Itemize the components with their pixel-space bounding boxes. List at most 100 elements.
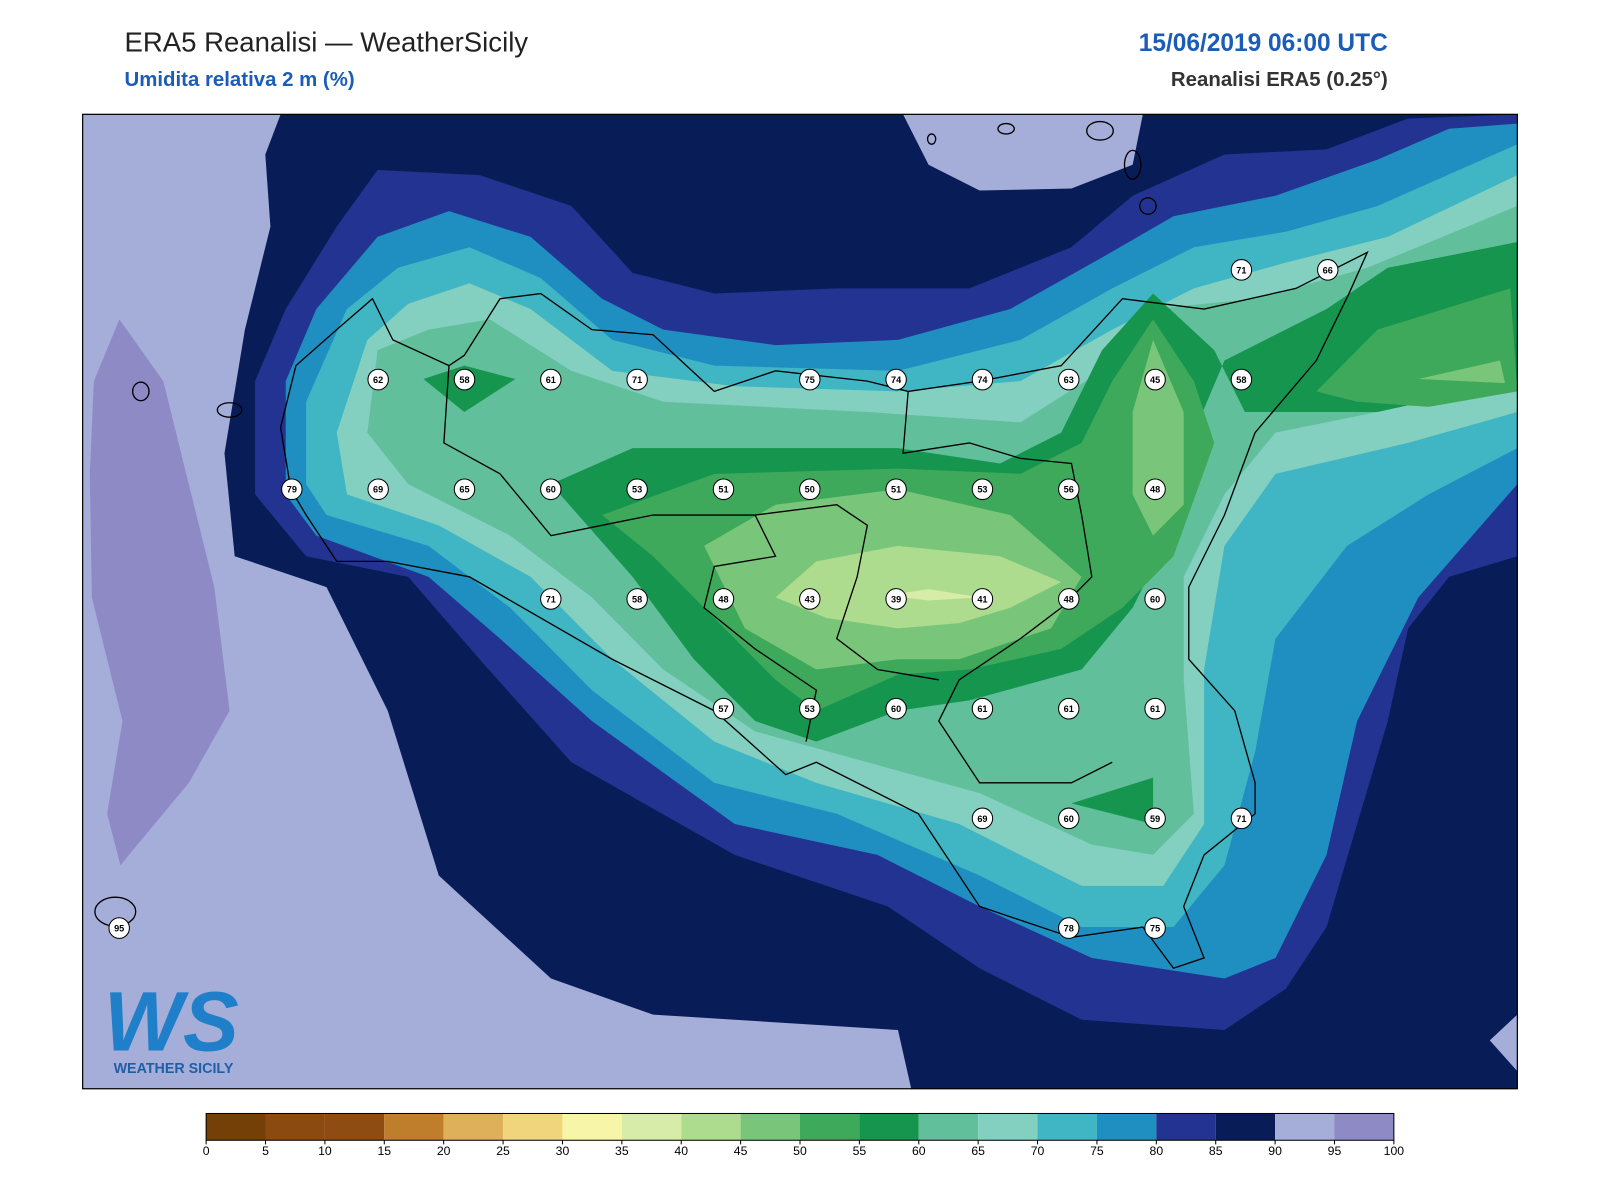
- station-marker: [1230, 368, 1253, 391]
- station-marker: [1230, 259, 1253, 281]
- station-marker: [1144, 697, 1166, 720]
- station-marker: [885, 368, 907, 391]
- station-marker: [885, 588, 907, 610]
- station-marker: [1144, 478, 1166, 501]
- island: [997, 122, 1015, 135]
- station-value: 71: [546, 594, 556, 604]
- humidity-band: [89, 319, 230, 866]
- station-value: 48: [1150, 485, 1160, 495]
- station-value: 61: [1064, 704, 1074, 714]
- station-value: 71: [1236, 265, 1246, 275]
- station-marker: [1058, 917, 1080, 939]
- colorbar-swatch: [859, 1113, 919, 1141]
- colorbar-tick-label: 50: [793, 1144, 807, 1158]
- station-marker: [1058, 478, 1080, 501]
- island: [1123, 149, 1142, 180]
- station-marker: [540, 588, 562, 610]
- station-marker: [971, 368, 994, 391]
- station-marker: [1144, 917, 1166, 939]
- colorbar-swatch: [265, 1113, 325, 1141]
- station-value: 60: [1064, 814, 1074, 824]
- station-marker: [367, 368, 389, 391]
- colorbar-tick-label: 0: [203, 1144, 210, 1158]
- station-marker: [971, 478, 994, 501]
- station-value: 95: [114, 924, 124, 934]
- title: ERA5 Reanalisi — WeatherSicily: [124, 27, 528, 58]
- station-marker: [799, 368, 821, 391]
- station-marker: [712, 588, 735, 610]
- station-value: 62: [373, 375, 383, 385]
- station-value: 53: [632, 485, 642, 495]
- colorbar-tick-label: 55: [853, 1144, 867, 1158]
- colorbar-tick-label: 100: [1384, 1144, 1405, 1158]
- island: [216, 402, 243, 418]
- colorbar-swatch: [740, 1113, 800, 1141]
- colorbar-swatch: [503, 1113, 563, 1141]
- station-value: 74: [891, 375, 902, 385]
- station-value: 60: [1150, 594, 1160, 604]
- station-marker: [1058, 807, 1080, 830]
- contour-layer: [82, 114, 1518, 1089]
- station-value: 41: [977, 594, 987, 604]
- station-value: 53: [977, 485, 987, 495]
- colorbar-tick-label: 25: [496, 1144, 510, 1158]
- station-marker: [1230, 807, 1253, 830]
- colorbar-swatch: [562, 1113, 622, 1141]
- colorbar-tick-label: 10: [318, 1144, 332, 1158]
- province-border: [443, 365, 818, 742]
- humidity-band: [1071, 777, 1154, 825]
- station-marker: [799, 478, 821, 501]
- station-value: 71: [1236, 814, 1246, 824]
- colorbar-tick-label: 45: [734, 1144, 748, 1158]
- colorbar: 0 5 10 15 20 25 30 35 40 45 50 55 60 65 70 75 80 85 90 95 10…: [203, 1112, 1405, 1158]
- station-marker: [712, 697, 735, 720]
- humidity-band: [1418, 360, 1506, 384]
- colorbar-tick-label: 30: [556, 1144, 570, 1158]
- colorbar-tick-label: 80: [1150, 1144, 1164, 1158]
- station-value: 48: [1064, 594, 1074, 604]
- station-value: 58: [1236, 375, 1246, 385]
- station-marker: [540, 368, 562, 391]
- colorbar-swatch: [1275, 1113, 1335, 1141]
- station-marker: [971, 807, 994, 830]
- station-value: 58: [459, 375, 469, 385]
- colorbar-swatch: [621, 1113, 682, 1141]
- station-value: 51: [718, 485, 728, 495]
- station-marker: [799, 697, 821, 720]
- station-marker: [971, 588, 994, 610]
- colorbar-swatch: [978, 1113, 1038, 1141]
- datetime: 15/06/2019 06:00 UTC: [1139, 30, 1388, 57]
- colorbar-swatch: [443, 1113, 504, 1141]
- colorbar-tick-label: 60: [912, 1144, 926, 1158]
- station-marker: [1144, 807, 1166, 830]
- station-value: 43: [805, 594, 815, 604]
- colorbar-swatch: [384, 1113, 444, 1141]
- station-marker: [626, 368, 648, 391]
- station-value: 75: [1150, 924, 1160, 934]
- island: [131, 381, 150, 402]
- logo-mark: WS: [104, 974, 239, 1068]
- colorbar-tick-label: 85: [1209, 1144, 1223, 1158]
- colorbar-swatch: [324, 1113, 385, 1141]
- colorbar-tick-label: 40: [674, 1144, 688, 1158]
- island: [926, 133, 937, 145]
- colorbar-tick-label: 15: [377, 1144, 391, 1158]
- station-value: 51: [891, 485, 901, 495]
- station-value: 63: [1064, 375, 1074, 385]
- island: [1086, 120, 1114, 141]
- sicily-coast: [279, 250, 1369, 970]
- station-marker: [453, 478, 476, 501]
- station-value: 69: [373, 485, 383, 495]
- station-marker: [626, 478, 648, 501]
- station-marker: [712, 478, 735, 501]
- station-value: 59: [1150, 814, 1160, 824]
- station-value: 66: [1323, 265, 1333, 275]
- colorbar-swatch: [1215, 1113, 1276, 1141]
- station-value: 65: [459, 485, 469, 495]
- station-marker: [453, 368, 476, 391]
- colorbar-swatch: [681, 1113, 741, 1141]
- colorbar-swatch: [918, 1113, 979, 1141]
- colorbar-tick-label: 70: [1031, 1144, 1045, 1158]
